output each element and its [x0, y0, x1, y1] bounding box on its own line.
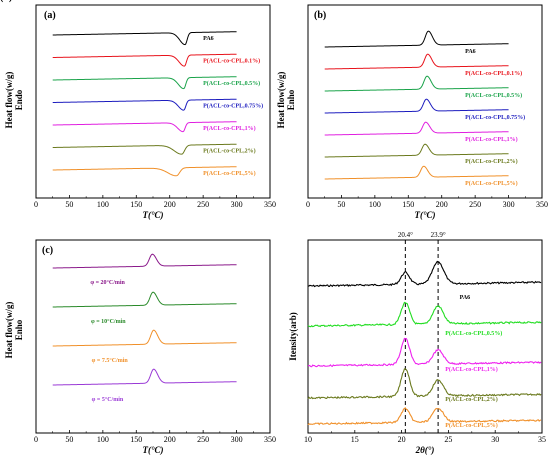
x-tick-label: 25 — [444, 435, 452, 444]
series-label: P(ACL-co-CPL,2%) — [465, 158, 518, 165]
series-line — [324, 121, 509, 136]
x-tick-label: 250 — [197, 200, 209, 209]
series-label: P(ACL-co-CPL,1%) — [203, 125, 256, 132]
series-label: P(ACL-co-CPL,0.75%) — [203, 103, 263, 110]
series-line — [324, 165, 509, 180]
series-label: φ = 10°C/min — [91, 318, 126, 325]
series-line — [52, 31, 237, 46]
x-axis-label: T(°C) — [142, 445, 163, 455]
x-tick-label: 0 — [34, 200, 38, 209]
x-tick-label: 100 — [369, 200, 381, 209]
x-tick-label: 35 — [538, 435, 546, 444]
series-label: PA6 — [203, 36, 214, 42]
x-tick-label: 250 — [197, 435, 209, 444]
y-axis-label: Heat flow(w/g) — [4, 72, 14, 129]
series-label: P(ACL-co-CPL,5%) — [203, 170, 256, 177]
x-tick-label: 300 — [231, 200, 243, 209]
peak-label: 20.4° — [398, 231, 413, 239]
x-tick-label: 20 — [398, 435, 406, 444]
x-tick-label: 150 — [402, 200, 414, 209]
series-line — [52, 166, 237, 177]
series-line — [324, 98, 509, 114]
series-label: P(ACL-co-CPL,2%) — [445, 396, 498, 403]
x-tick-label: 200 — [164, 200, 176, 209]
x-tick-label: 300 — [231, 435, 243, 444]
x-tick-label: 15 — [351, 435, 359, 444]
x-tick-label: 350 — [264, 200, 276, 209]
x-axis-label: 2θ(°) — [415, 445, 435, 455]
x-axis-label: T(°C) — [142, 210, 163, 220]
series-label: P(ACL-co-CPL,2%) — [203, 148, 256, 155]
series-line — [52, 53, 237, 67]
x-tick-label: 150 — [130, 435, 142, 444]
x-tick-label: 350 — [264, 435, 276, 444]
x-tick-label: 250 — [469, 200, 481, 209]
series-label: PA6 — [460, 295, 471, 301]
x-tick-label: 100 — [97, 200, 109, 209]
series-line — [52, 76, 237, 90]
series-line — [52, 121, 237, 133]
series-line — [307, 337, 542, 368]
series-line — [324, 75, 509, 92]
panel-label: (c) — [42, 245, 53, 256]
series-label: P(ACL-co-CPL,5%) — [445, 422, 498, 429]
series-line — [52, 291, 237, 308]
series-label: φ = 20°C/min — [90, 279, 125, 286]
x-tick-label: 0 — [34, 435, 38, 444]
x-tick-label: 50 — [65, 200, 73, 209]
x-tick-label: 200 — [164, 435, 176, 444]
series-label: φ = 7.5°C/min — [92, 357, 129, 364]
x-tick-label: 350 — [536, 200, 548, 209]
series-line — [324, 143, 509, 158]
x-axis-label: T(°C) — [414, 210, 435, 220]
series-label: P(ACL-co-CPL,0.75%) — [465, 114, 525, 121]
series-line — [52, 368, 237, 386]
plot-frame-0 — [35, 4, 271, 199]
series-label: P(ACL-co-CPL,1%) — [445, 366, 498, 373]
series-label: φ = 5°C/min — [92, 396, 124, 403]
y-axis-label: Heat flow(w/g) — [4, 302, 14, 359]
x-tick-label: 50 — [337, 200, 345, 209]
peak-label: 23.9° — [431, 231, 446, 239]
series-line — [307, 407, 542, 426]
series-line — [52, 253, 237, 269]
y-axis-label-secondary: Enho — [14, 319, 24, 340]
x-tick-label: 200 — [436, 200, 448, 209]
series-line — [324, 30, 509, 48]
panel-label: (a) — [44, 10, 56, 21]
plot-frame-2 — [35, 239, 271, 434]
series-line — [307, 301, 542, 328]
x-tick-label: 300 — [503, 200, 515, 209]
series-line — [307, 260, 542, 288]
y-axis-label-secondary: Enho — [286, 89, 296, 110]
series-label: P(ACL-co-CPL,0.1%) — [465, 70, 522, 77]
series-label: PA6 — [465, 49, 476, 55]
series-label: P(ACL-co-CPL,0.5%) — [445, 330, 502, 337]
plot-frame-1 — [307, 4, 543, 199]
series-line — [52, 329, 237, 347]
series-label: P(ACL-co-CPL,0.5%) — [203, 80, 260, 87]
y-axis-label: Itensity(arb) — [288, 312, 298, 361]
y-axis-label: Heat flow(w/g) — [276, 72, 286, 129]
series-label: P(ACL-co-CPL,1%) — [465, 136, 518, 143]
series-line — [52, 98, 237, 111]
y-axis-label-secondary: Endo — [14, 89, 24, 110]
x-tick-label: 50 — [65, 435, 73, 444]
x-tick-label: 100 — [97, 435, 109, 444]
series-label: P(ACL-co-CPL,0.5%) — [465, 92, 522, 99]
plot-frame-3 — [307, 239, 543, 434]
series-line — [52, 143, 237, 155]
x-tick-label: 30 — [491, 435, 499, 444]
series-line — [307, 368, 542, 400]
series-line — [324, 53, 509, 70]
x-tick-label: 10 — [304, 435, 312, 444]
panel-label: (b) — [314, 10, 326, 21]
x-tick-label: 0 — [306, 200, 310, 209]
x-tick-label: 150 — [130, 200, 142, 209]
panel-label: (d) — [0, 0, 12, 3]
series-label: P(ACL-co-CPL,5%) — [465, 180, 518, 187]
series-label: P(ACL-co-CPL,0.1%) — [203, 58, 260, 65]
